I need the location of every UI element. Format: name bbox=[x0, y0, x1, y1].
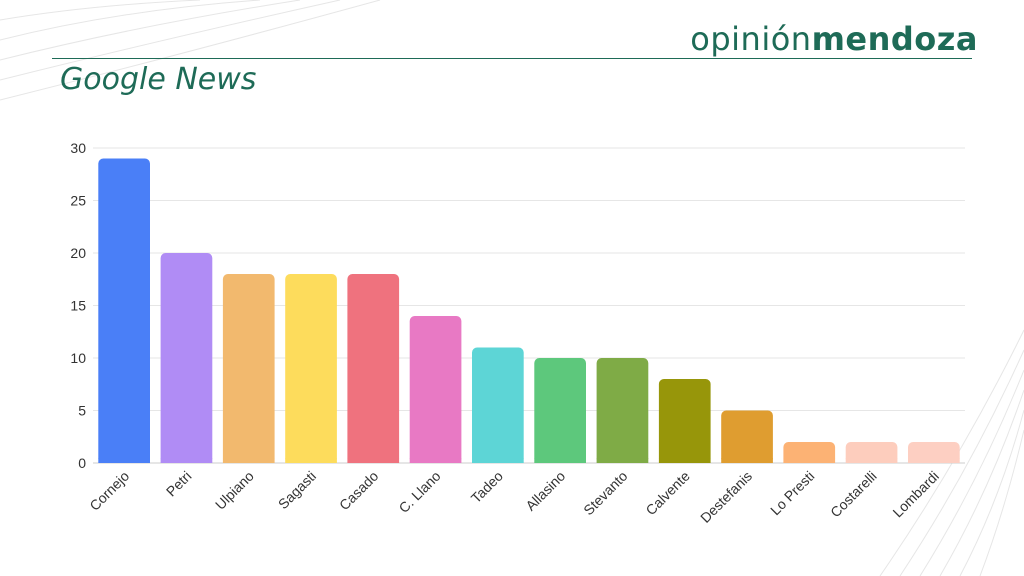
bar-lo-presti bbox=[783, 442, 836, 463]
x-tick-label: Ulpiano bbox=[212, 468, 257, 513]
x-tick-label: Allasino bbox=[522, 468, 568, 514]
bar-base bbox=[596, 458, 649, 463]
bar-destefanis bbox=[721, 410, 773, 463]
brand-logo-part1: opinión bbox=[690, 20, 812, 58]
x-tick-label: Tadeo bbox=[468, 468, 506, 506]
bar-ulpiano bbox=[222, 274, 275, 463]
x-tick-label: C. Llano bbox=[395, 468, 443, 516]
x-tick-label: Calvente bbox=[642, 468, 693, 519]
bar-calvente bbox=[658, 379, 711, 463]
x-tick-label: Casado bbox=[336, 468, 382, 514]
y-tick-label: 20 bbox=[70, 245, 86, 261]
y-tick-label: 30 bbox=[70, 140, 86, 156]
x-tick-label: Petri bbox=[163, 468, 195, 500]
x-tick-label: Lo Presti bbox=[767, 468, 817, 518]
y-tick-label: 10 bbox=[70, 350, 86, 366]
x-tick-label: Costarelli bbox=[827, 468, 880, 521]
bar-base bbox=[908, 458, 960, 463]
bar-allasino bbox=[534, 358, 586, 463]
bar-base bbox=[845, 458, 898, 463]
bar-base bbox=[409, 458, 462, 463]
bar-stevanto bbox=[596, 358, 649, 463]
y-tick-label: 5 bbox=[78, 403, 86, 419]
bar-base bbox=[721, 458, 773, 463]
bar-base bbox=[160, 458, 213, 463]
bar-base bbox=[222, 458, 275, 463]
y-tick-label: 15 bbox=[70, 298, 86, 314]
bar-sagasti bbox=[285, 274, 337, 463]
bar-costarelli bbox=[845, 442, 898, 463]
brand-logo: opiniónmendoza bbox=[690, 20, 978, 58]
header-divider bbox=[52, 58, 972, 59]
bar-base bbox=[98, 458, 150, 463]
x-tick-label: Destefanis bbox=[697, 468, 755, 526]
chart-title: Google News bbox=[60, 62, 257, 97]
y-tick-label: 25 bbox=[70, 193, 86, 209]
bar-casado bbox=[347, 274, 400, 463]
bar-base bbox=[472, 458, 524, 463]
bar-c-llano bbox=[409, 316, 462, 463]
bar-base bbox=[534, 458, 586, 463]
bar-base bbox=[285, 458, 337, 463]
x-tick-label: Lombardi bbox=[889, 468, 942, 521]
bar-cornejo bbox=[98, 158, 150, 463]
bar-petri bbox=[160, 253, 213, 463]
bar-lombardi bbox=[908, 442, 960, 463]
x-tick-label: Stevanto bbox=[580, 468, 631, 519]
bar-base bbox=[658, 458, 711, 463]
x-tick-label: Cornejo bbox=[86, 468, 132, 514]
bar-base bbox=[347, 458, 400, 463]
y-tick-label: 0 bbox=[78, 455, 86, 471]
bar-base bbox=[783, 458, 836, 463]
bar-tadeo bbox=[472, 347, 524, 463]
brand-logo-part2: mendoza bbox=[811, 20, 978, 58]
x-tick-label: Sagasti bbox=[275, 468, 319, 512]
